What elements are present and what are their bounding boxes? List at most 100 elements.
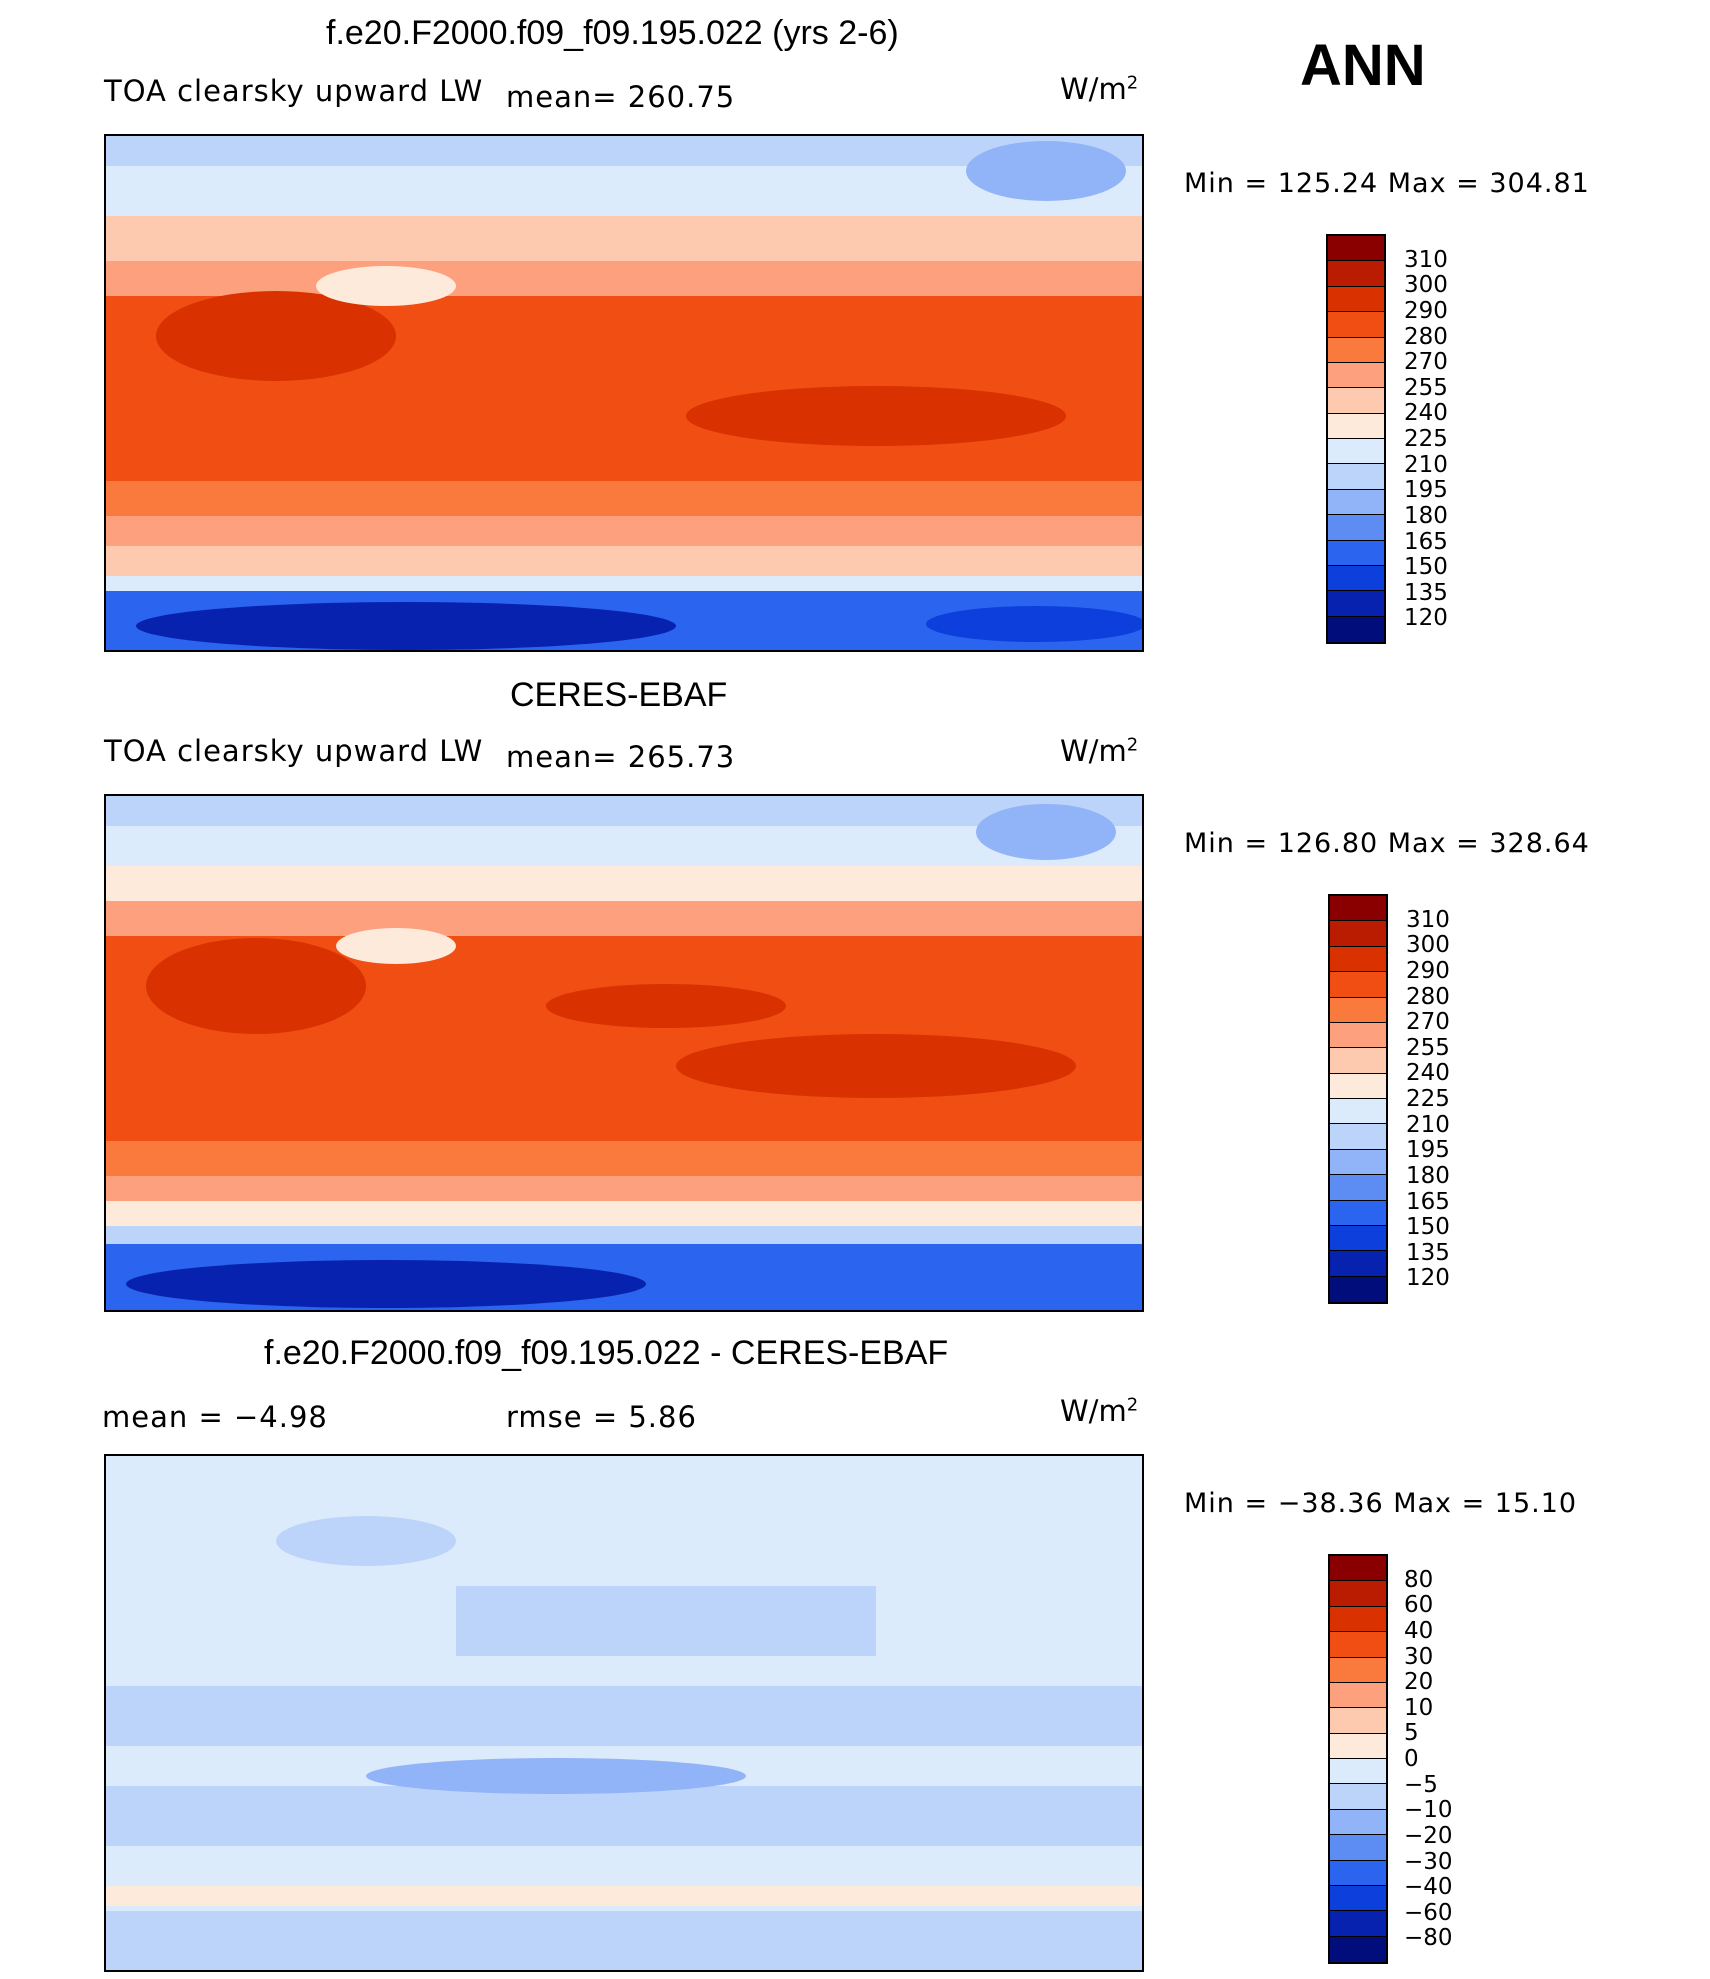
colorbar-tick-label: 40 (1404, 1617, 1434, 1644)
colorbar-swatch (1328, 312, 1384, 338)
colorbar-swatch (1330, 1606, 1386, 1633)
panel-3-field (106, 1456, 1142, 1970)
colorbar-swatch (1330, 1276, 1386, 1302)
colorbar-tick-label: 80 (1404, 1566, 1434, 1593)
colorbar-swatch (1328, 413, 1384, 439)
colorbar-swatch (1328, 489, 1384, 516)
panel-3-minmax: Min = −38.36 Max = 15.10 (1184, 1488, 1578, 1519)
colorbar-swatch (1330, 1860, 1386, 1886)
colorbar-swatch (1330, 1835, 1386, 1861)
colorbar-tick-label: 195 (1404, 477, 1448, 504)
colorbar-swatch (1328, 591, 1384, 617)
colorbar-tick-label: 290 (1404, 297, 1448, 324)
colorbar-tick-label: 20 (1404, 1669, 1434, 1696)
panel-1-minmax: Min = 125.24 Max = 304.81 (1184, 168, 1590, 199)
colorbar-swatch (1330, 1251, 1386, 1277)
colorbar-swatch (1328, 439, 1384, 465)
colorbar-swatch (1330, 1911, 1386, 1937)
colorbar-tick-label: 165 (1406, 1188, 1450, 1215)
colorbar-swatch (1328, 236, 1384, 262)
colorbar-swatch (1328, 337, 1384, 363)
colorbar-tick-label: 0 (1404, 1746, 1419, 1772)
panel-2-minmax: Min = 126.80 Max = 328.64 (1184, 828, 1590, 859)
colorbar-tick-label: 255 (1404, 374, 1448, 401)
colorbar-tick-label: 150 (1406, 1214, 1450, 1241)
colorbar-swatch (1328, 388, 1384, 414)
colorbar-tick-label: 180 (1404, 502, 1448, 529)
colorbar-swatch (1330, 1073, 1386, 1099)
colorbar-swatch (1330, 1581, 1386, 1607)
panel-2-variable-label: TOA clearsky upward LW (104, 734, 484, 768)
colorbar-tick-label: 135 (1404, 579, 1448, 606)
colorbar-swatch (1330, 1048, 1386, 1074)
panel-3-map (104, 1454, 1144, 1972)
colorbar-swatch (1330, 1733, 1386, 1759)
colorbar-tick-label: 120 (1406, 1265, 1450, 1292)
panel-3-units: W/m2 (1060, 1394, 1139, 1428)
colorbar-swatch (1330, 1936, 1386, 1962)
panel-2-map (104, 794, 1144, 1312)
panel-1-variable-label: TOA clearsky upward LW (104, 74, 484, 108)
colorbar-tick-label: 270 (1406, 1009, 1450, 1036)
colorbar-swatch (1328, 616, 1384, 642)
colorbar-2 (1328, 894, 1388, 1304)
colorbar-tick-label: 290 (1406, 957, 1450, 984)
colorbar-1 (1326, 234, 1386, 644)
colorbar-swatch (1328, 540, 1384, 566)
panel-1-map (104, 134, 1144, 652)
colorbar-tick-label: 240 (1404, 400, 1448, 427)
colorbar-swatch (1330, 997, 1386, 1023)
panel-1-mean-label: mean= 260.75 (506, 80, 736, 114)
colorbar-swatch (1330, 1175, 1386, 1201)
colorbar-swatch (1330, 921, 1386, 947)
colorbar-tick-label: 310 (1404, 246, 1448, 273)
panel-2-mean-label: mean= 265.73 (506, 740, 736, 774)
colorbar-swatch (1330, 1099, 1386, 1125)
colorbar-swatch (1330, 1632, 1386, 1658)
panel-1-units: W/m2 (1060, 72, 1139, 106)
colorbar-tick-label: −60 (1404, 1899, 1453, 1926)
colorbar-tick-label: 150 (1404, 554, 1448, 581)
colorbar-swatch (1330, 1682, 1386, 1709)
colorbar-tick-label: 30 (1404, 1643, 1434, 1670)
colorbar-tick-label: 225 (1404, 426, 1448, 452)
colorbar-tick-label: 270 (1404, 349, 1448, 376)
panel-1-title: f.e20.F2000.f09_f09.195.022 (yrs 2-6) (326, 14, 899, 52)
colorbar-swatch (1330, 1200, 1386, 1226)
colorbar-tick-label: 135 (1406, 1239, 1450, 1266)
colorbar-tick-label: 195 (1406, 1137, 1450, 1164)
colorbar-tick-label: 210 (1406, 1111, 1450, 1138)
colorbar-swatch (1328, 515, 1384, 541)
colorbar-swatch (1330, 1657, 1386, 1683)
colorbar-swatch (1330, 1708, 1386, 1734)
colorbar-swatch (1330, 1022, 1386, 1049)
colorbar-swatch (1330, 1225, 1386, 1252)
colorbar-tick-label: −20 (1404, 1822, 1453, 1849)
colorbar-swatch (1330, 896, 1386, 922)
colorbar-tick-label: 120 (1404, 605, 1448, 632)
panel-2-title: CERES-EBAF (510, 676, 728, 714)
colorbar-swatch (1330, 1885, 1386, 1912)
colorbar-swatch (1328, 362, 1384, 389)
colorbar-swatch (1328, 286, 1384, 313)
panel-2-field (106, 796, 1142, 1310)
colorbar-swatch (1328, 464, 1384, 490)
colorbar-swatch (1330, 1809, 1386, 1836)
colorbar-tick-label: 280 (1406, 983, 1450, 1010)
colorbar-tick-label: 10 (1404, 1694, 1434, 1721)
panel-3-mean-label: mean = −4.98 (102, 1400, 328, 1434)
colorbar-tick-label: −10 (1404, 1797, 1453, 1824)
colorbar-tick-label: −40 (1404, 1874, 1453, 1901)
colorbar-swatch (1328, 565, 1384, 592)
colorbar-tick-label: 210 (1404, 451, 1448, 478)
colorbar-swatch (1330, 1759, 1386, 1785)
colorbar-swatch (1330, 1784, 1386, 1810)
colorbar-swatch (1330, 1124, 1386, 1150)
colorbar-tick-label: 180 (1406, 1162, 1450, 1189)
panel-3-title: f.e20.F2000.f09_f09.195.022 - CERES-EBAF (264, 1334, 949, 1372)
panel-2-units: W/m2 (1060, 734, 1139, 768)
panel-3-rmse-label: rmse = 5.86 (506, 1400, 697, 1434)
colorbar-tick-label: −30 (1404, 1848, 1453, 1875)
colorbar-tick-label: 60 (1404, 1592, 1434, 1619)
colorbar-swatch (1330, 1149, 1386, 1176)
